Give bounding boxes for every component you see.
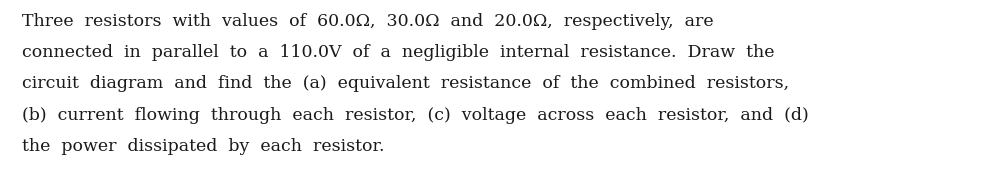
- Text: Three  resistors  with  values  of  60.0Ω,  30.0Ω  and  20.0Ω,  respectively,  a: Three resistors with values of 60.0Ω, 30…: [22, 13, 714, 30]
- Text: the  power  dissipated  by  each  resistor.: the power dissipated by each resistor.: [22, 138, 385, 155]
- Text: (b)  current  flowing  through  each  resistor,  (c)  voltage  across  each  res: (b) current flowing through each resisto…: [22, 107, 809, 124]
- Text: circuit  diagram  and  find  the  (a)  equivalent  resistance  of  the  combined: circuit diagram and find the (a) equival…: [22, 75, 789, 92]
- Text: connected  in  parallel  to  a  110.0V  of  a  negligible  internal  resistance.: connected in parallel to a 110.0V of a n…: [22, 44, 775, 61]
